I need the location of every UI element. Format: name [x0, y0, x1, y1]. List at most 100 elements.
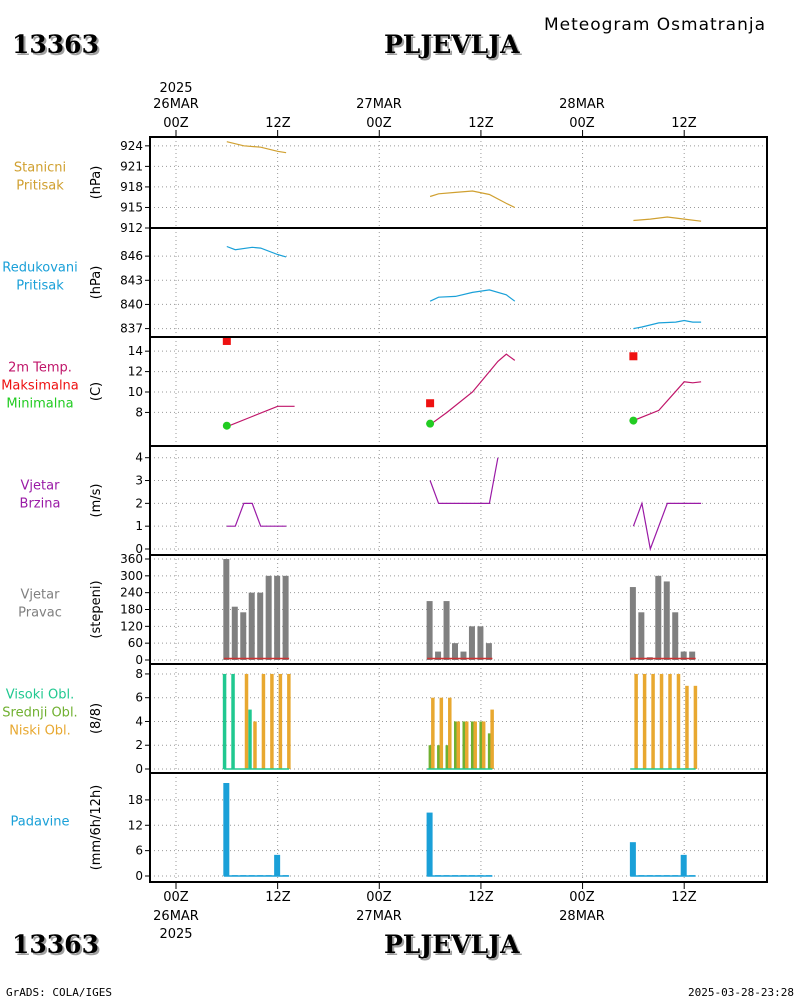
- footer-station-name: PLJEVLJA: [384, 930, 520, 959]
- panel-5-bar-2: [240, 612, 247, 660]
- panel-5-bar-16: [629, 587, 636, 660]
- panel-4-ytick-label-2: 2: [135, 496, 143, 510]
- panel-6-ytick-label-2: 4: [135, 714, 143, 728]
- panel-5-bar-3: [248, 592, 255, 660]
- panel-7-ytick-label-1: 6: [135, 844, 143, 858]
- panel-3-frame: [149, 336, 768, 447]
- panel-6-series-2-bar-4: [261, 673, 266, 769]
- panel-4-ylabel: (m/s): [89, 484, 104, 518]
- top-tick-label-1: 00Z: [163, 116, 189, 131]
- panel-5-bar-15: [485, 643, 492, 660]
- panel-6-ytick-label-3: 6: [135, 691, 143, 705]
- panel-3-ytick-label-1: 10: [128, 385, 143, 399]
- panel-5-bar-6: [274, 575, 281, 660]
- panel-6-series-2-bar-14: [481, 721, 486, 769]
- panel-3-series-0-segment-1: [429, 353, 516, 426]
- panel-6-series-2-bar-11: [456, 721, 461, 769]
- footer-credit: GrADS: COLA/IGES: [6, 986, 112, 999]
- top-day-label-3: 28MAR: [559, 97, 605, 112]
- panel-5-ytick-label-3: 180: [120, 603, 143, 617]
- panel-2-label-1: Pritisak: [16, 279, 64, 294]
- tmin-marker-2: [629, 416, 638, 425]
- panel-6-series-0-bar-1: [231, 673, 235, 769]
- panel-7-bar-22: [680, 854, 687, 876]
- panel-6-label-2: Niski Obl.: [9, 724, 71, 739]
- panel-7-ytick-label-3: 18: [128, 793, 143, 807]
- panel-6-ytick-label-1: 2: [135, 738, 143, 752]
- panel-5-label-0: Vjetar: [21, 588, 61, 603]
- panel-5-bar-14: [477, 626, 484, 660]
- panel-6-series-2-bar-9: [439, 697, 444, 769]
- panels-layer: 912 915 918 921 924 (hPa) Stanicni Pritisak 837 8…: [1, 130, 768, 889]
- panel-3-label-2: Minimalna: [6, 397, 73, 412]
- bottom-day-label-2: 27MAR: [356, 909, 402, 924]
- panel-7-ytick-label-0: 0: [135, 869, 143, 883]
- panel-2-series-0-segment-2: [633, 319, 702, 330]
- footer-timestamp: 2025-03-28-23:28: [688, 986, 794, 999]
- panel-5-ytick-label-2: 120: [120, 619, 143, 633]
- panel-5-bar-21: [672, 612, 679, 660]
- panel-6-series-0-bar-0: [222, 673, 227, 769]
- top-tick-label-3: 00Z: [366, 116, 392, 131]
- panel-6-series-2-bar-5: [270, 673, 274, 769]
- panel-2-ylabel: (hPa): [89, 266, 104, 300]
- panel-1-frame: [149, 136, 768, 229]
- panel-6-series-2-bar-15: [490, 709, 494, 769]
- bottom-day-label-1: 26MAR: [153, 909, 199, 924]
- panel-4-label-0: Vjetar: [21, 479, 61, 494]
- bottom-tick-label-2: 12Z: [265, 890, 291, 905]
- panel-1-label-0: Stanicni: [14, 161, 66, 176]
- panel-3-ytick-label-2: 12: [128, 365, 143, 379]
- panel-1-series-0-segment-0: [226, 141, 287, 154]
- panel-6-series-1-bar-8: [428, 745, 433, 769]
- panel-3-label-1: Maksimalna: [1, 379, 79, 394]
- panel-3-ytick-label-0: 8: [135, 405, 143, 419]
- station-id: 13363: [12, 30, 99, 59]
- panel-4-frame: [149, 445, 768, 556]
- panel-7-label-0: Padavine: [11, 815, 70, 830]
- panel-2-label-0: Redukovani: [2, 261, 77, 276]
- panel-5-bar-23: [689, 651, 696, 660]
- panel-5-ytick-label-5: 300: [120, 569, 143, 583]
- panel-1-series-0-segment-1: [429, 190, 516, 209]
- panel-5-bar-22: [680, 651, 687, 660]
- panel-7-bar-8: [426, 812, 433, 876]
- panel-6-series-1-bar-10: [445, 745, 450, 769]
- panel-5-bar-10: [443, 601, 450, 660]
- top-tick-label-6: 12Z: [671, 116, 697, 131]
- panel-3-series-0-segment-0: [226, 405, 295, 428]
- panel-2-ytick-label-3: 846: [120, 249, 143, 263]
- panel-2-ytick-label-1: 840: [120, 297, 143, 311]
- top-day-label-1: 26MAR: [153, 97, 199, 112]
- footer-station-name-shadow: PLJEVLJA: [386, 932, 522, 961]
- panel-6-series-2-bar-10: [448, 697, 452, 769]
- panel-7-bar-0: [223, 783, 230, 876]
- station-id-shadow: 13363: [14, 32, 101, 61]
- panel-1-ytick-label-1: 915: [120, 200, 143, 214]
- panel-2-ytick-label-0: 837: [120, 322, 143, 336]
- panel-3-ytick-label-3: 14: [128, 344, 143, 358]
- top-year-label: 2025: [159, 81, 192, 96]
- panel-6-series-2-bar-7: [287, 673, 291, 769]
- panel-5-ytick-label-1: 60: [128, 636, 143, 650]
- panel-6-series-2-bar-16: [634, 673, 638, 769]
- panel-3-label-0: 2m Temp.: [8, 361, 72, 376]
- panel-5-bar-20: [663, 581, 670, 660]
- panel-6-series-2-bar-6: [278, 673, 283, 769]
- panel-1-label-1: Pritisak: [16, 179, 64, 194]
- panel-5-bar-17: [638, 612, 645, 660]
- panel-1-ytick-label-0: 912: [120, 221, 143, 235]
- panel-6-series-2-bar-23: [693, 685, 698, 769]
- panel-1-series-0-segment-2: [633, 216, 702, 222]
- panel-2-frame: [149, 227, 768, 338]
- panel-6-series-2-bar-22: [685, 685, 689, 769]
- panel-4-series-0-segment-2: [632, 501, 702, 552]
- bottom-tick-label-4: 12Z: [468, 890, 494, 905]
- panel-6-ytick-label-0: 0: [135, 762, 143, 776]
- tmin-marker-0: [222, 421, 231, 430]
- bottom-year-label: 2025: [159, 927, 192, 942]
- panel-6-series-2-bar-8: [431, 697, 435, 769]
- panel-6-series-2-bar-20: [668, 673, 672, 769]
- top-day-label-2: 27MAR: [356, 97, 402, 112]
